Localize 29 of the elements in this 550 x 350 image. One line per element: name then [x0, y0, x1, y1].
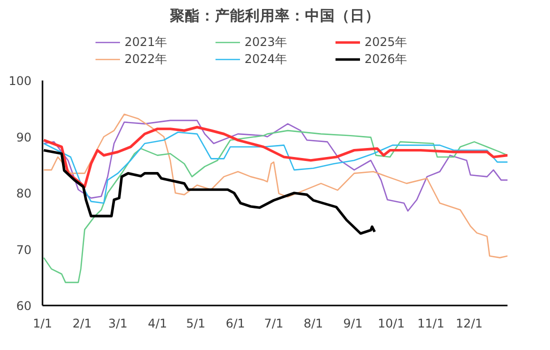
- x-tick-label: 5/1: [186, 316, 206, 330]
- x-tick-label: 1/1: [32, 316, 52, 330]
- x-tick-label: 9/1: [343, 316, 363, 330]
- x-tick-label: 2/1: [72, 316, 92, 330]
- legend-label: 2025年: [364, 34, 408, 50]
- chart-title: 聚酯：产能利用率：中国（日）: [169, 6, 380, 24]
- legend-label: 2026年: [364, 50, 408, 68]
- x-tick-label: 8/1: [304, 316, 323, 330]
- y-tick-label: 90: [16, 130, 32, 144]
- x-tick-label: 12/1: [456, 316, 483, 330]
- legend-label: 2023年: [244, 34, 288, 50]
- x-tick-label: 7/1: [264, 316, 284, 330]
- x-tick-label: 10/1: [378, 316, 405, 330]
- x-tick-label: 11/1: [417, 316, 444, 330]
- legend-label: 2021年: [124, 34, 168, 50]
- line-series: [42, 126, 508, 188]
- legend-label: 2022年: [124, 50, 168, 68]
- y-tick-label: 70: [16, 242, 32, 257]
- line-series: [43, 130, 508, 284]
- y-tick-label: 60: [16, 299, 32, 313]
- x-tick-label: 6/1: [226, 316, 246, 330]
- legend-label: 2024年: [244, 50, 288, 68]
- y-tick-label: 80: [16, 186, 32, 200]
- line-series: [43, 114, 508, 258]
- line-series: [43, 120, 508, 212]
- x-tick-label: 4/1: [148, 316, 168, 330]
- x-tick-label: 3/1: [108, 316, 128, 330]
- line-series: [43, 132, 508, 204]
- y-tick-label: 100: [8, 74, 32, 88]
